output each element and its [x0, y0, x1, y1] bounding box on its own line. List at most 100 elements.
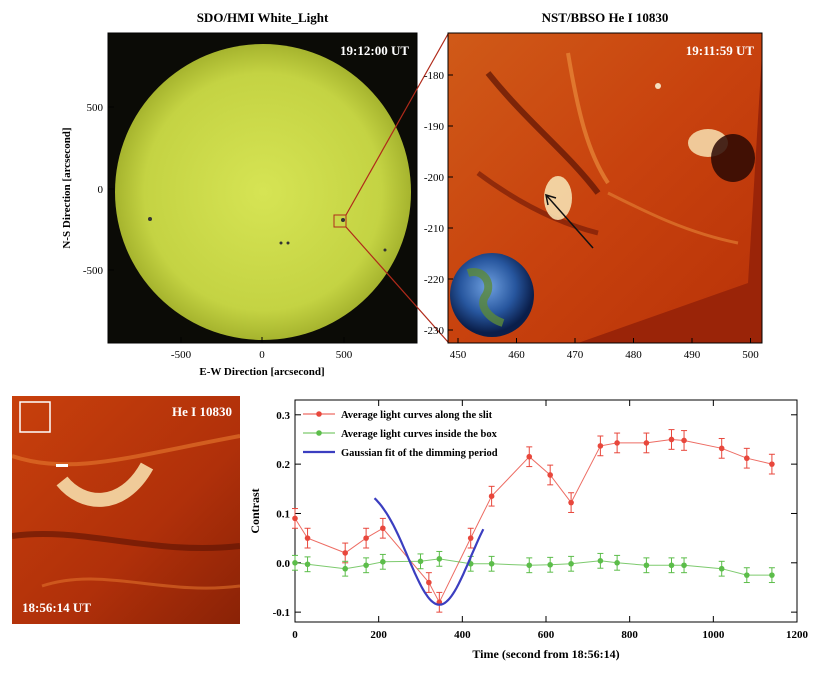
data-point: [488, 560, 495, 567]
data-point: [668, 562, 675, 569]
nst-ytick: -230: [424, 325, 445, 337]
sdo-ytick: 0: [98, 184, 104, 196]
chart-xtick: 1200: [786, 629, 809, 641]
data-point: [668, 436, 675, 443]
flare-brightening: [544, 176, 572, 220]
data-point: [436, 556, 443, 562]
nst-field-of-view: [448, 33, 762, 343]
nst-ytick: -190: [424, 121, 445, 133]
he-panel-label: He I 10830: [172, 404, 232, 419]
data-point: [380, 525, 386, 532]
data-point: [526, 562, 533, 569]
nst-ytick: -200: [424, 172, 445, 184]
data-point: [304, 561, 311, 568]
data-point: [597, 443, 604, 449]
data-point: [417, 558, 424, 565]
solar-disk: [115, 44, 411, 340]
zoom-connector: [345, 33, 449, 343]
sdo-timestamp: 19:12:00 UT: [340, 43, 409, 58]
sdo-xtick: 0: [259, 349, 265, 361]
legend-entry: Average light curves along the slit: [341, 410, 493, 421]
data-point: [467, 535, 474, 541]
data-point: [769, 461, 775, 467]
zoom-box: [333, 214, 347, 228]
nst-xtick: 470: [567, 349, 584, 361]
gaussian-fit-line: [373, 497, 485, 606]
slit-marker: [56, 464, 68, 467]
legend-entry: Gaussian fit of the dimming period: [341, 448, 498, 459]
nst-timestamp: 19:11:59 UT: [685, 43, 754, 58]
data-point: [681, 562, 687, 569]
sunspot: [148, 217, 152, 221]
data-point: [769, 572, 775, 578]
nst-he-image: 19:11:59 UT: [448, 33, 762, 343]
sunspot: [341, 218, 345, 222]
dark-sunspot: [711, 134, 755, 182]
sdo-ytick: 500: [87, 102, 104, 114]
data-point: [718, 565, 725, 572]
data-point: [597, 558, 604, 564]
chart-ytick: 0.1: [276, 508, 290, 520]
data-point: [488, 493, 495, 499]
data-point: [363, 562, 369, 569]
chart-xtick: 400: [454, 629, 471, 641]
data-point: [614, 560, 620, 566]
data-point: [744, 572, 750, 578]
sunspot: [279, 241, 283, 245]
chart-ytick: 0.2: [276, 459, 290, 471]
sdo-xtick: -500: [171, 349, 192, 361]
data-point: [304, 535, 311, 541]
data-point: [681, 437, 687, 444]
flare-ribbon: [56, 462, 154, 507]
data-point: [342, 565, 348, 572]
light-curve-chart: -0.1 0.0 0.1 0.2 0.3 0 200 400 600 800 1000 1200 A…: [248, 399, 809, 661]
nst-xtick: 460: [508, 349, 525, 361]
sdo-ylabel: N-S Direction [arcsecond]: [61, 127, 73, 248]
bright-point: [655, 83, 661, 89]
chart-ytick: 0.0: [276, 558, 290, 570]
data-point: [643, 562, 650, 569]
sdo-xtick: 500: [336, 349, 353, 361]
data-point: [342, 550, 348, 556]
nst-xtick: 500: [742, 349, 759, 361]
data-point: [547, 472, 553, 478]
series-line-0: [294, 438, 773, 604]
legend-entry: Average light curves inside the box: [341, 429, 498, 440]
chart-xtick: 0: [292, 629, 298, 641]
nst-ytick: -220: [424, 274, 445, 286]
he-timestamp: 18:56:14 UT: [22, 600, 91, 615]
pointer-arrow: [546, 195, 594, 249]
legend-marker: [316, 411, 322, 417]
chart-xtick: 1000: [702, 629, 725, 641]
nst-xtick: 450: [450, 349, 467, 361]
analysis-box: [19, 401, 51, 433]
chart-ytick: 0.3: [276, 410, 290, 422]
sdo-axes: 500 0 -500 -500 0 500 E-W Direction [arc…: [61, 32, 418, 378]
sdo-panel-title: SDO/HMI White_Light: [196, 10, 329, 25]
data-point: [547, 561, 553, 568]
sdo-xlabel: E-W Direction [arcsecond]: [199, 366, 324, 378]
data-point: [643, 440, 650, 446]
sunspot: [383, 248, 387, 252]
data-point: [292, 515, 298, 522]
sdo-ytick: -500: [83, 265, 104, 277]
chart-xtick: 200: [370, 629, 387, 641]
chart-ylabel: Contrast: [248, 488, 262, 533]
he-zoom-image: He I 10830 18:56:14 UT: [11, 396, 241, 624]
legend-marker: [316, 430, 322, 436]
chart-xtick: 800: [621, 629, 638, 641]
data-point: [292, 560, 298, 566]
data-point: [614, 440, 620, 446]
data-point: [568, 499, 574, 506]
data-point: [363, 535, 369, 541]
chart-xtick: 600: [538, 629, 555, 641]
data-point: [718, 445, 725, 452]
nst-ytick: -180: [424, 70, 445, 82]
sunspot: [286, 241, 290, 245]
data-point: [526, 453, 533, 460]
chart-ytick: -0.1: [273, 607, 290, 619]
data-point: [426, 579, 432, 586]
nst-xtick: 480: [625, 349, 642, 361]
data-point: [568, 560, 574, 567]
nst-axes: -180 -190 -200 -210 -220 -230 450 460 470 480 490…: [424, 32, 763, 361]
